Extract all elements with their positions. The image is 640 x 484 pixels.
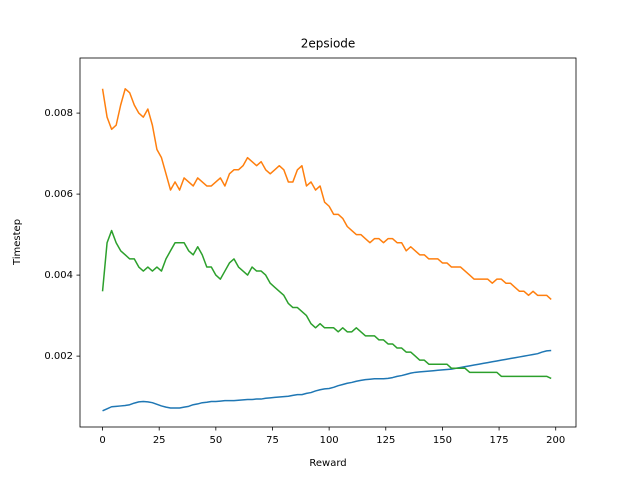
x-tick-label: 25	[153, 435, 166, 446]
line	[101, 229, 552, 380]
y-axis-label: Timestep	[12, 219, 23, 266]
x-axis-label: Reward	[309, 458, 346, 469]
y-tick-label: 0.004	[44, 270, 73, 281]
x-tick-label: 150	[433, 435, 452, 446]
line	[102, 349, 552, 412]
chart-title: 2epsiode	[301, 37, 356, 51]
x-tick-label: 125	[376, 435, 395, 446]
plot-frame	[79, 57, 577, 428]
x-tick-label: 0	[99, 435, 105, 446]
x-tick-label: 200	[546, 435, 565, 446]
y-tick-label: 0.002	[44, 351, 73, 362]
x-tick-label: 75	[266, 435, 279, 446]
x-tick-label: 50	[209, 435, 222, 446]
x-tick-label: 175	[490, 435, 509, 446]
y-tick-label: 0.006	[44, 189, 73, 200]
x-tick-label: 100	[320, 435, 339, 446]
y-tick-label: 0.008	[44, 108, 73, 119]
line	[101, 88, 552, 300]
